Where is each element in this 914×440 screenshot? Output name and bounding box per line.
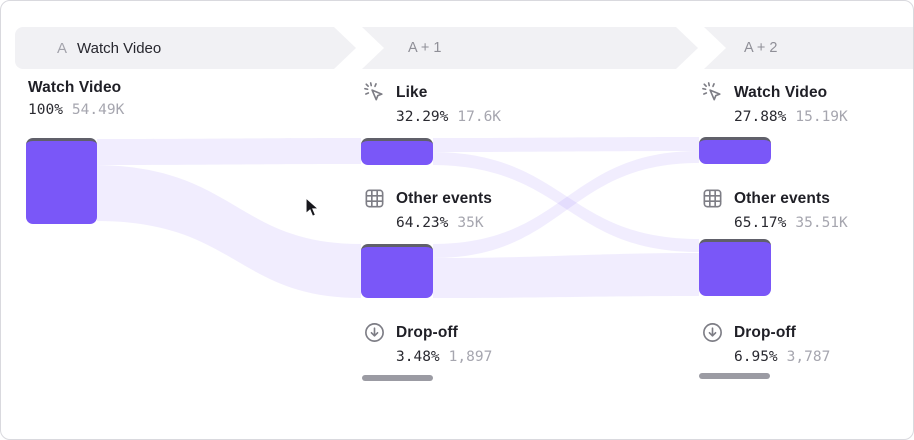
event-name: Drop-off: [734, 323, 796, 341]
node-watch-video-start[interactable]: [26, 138, 97, 224]
event-percent: 6.95%: [734, 349, 778, 365]
node-watch-video-step2[interactable]: [699, 137, 771, 164]
node-other-events-step1[interactable]: [361, 244, 433, 298]
event-percent: 27.88%: [734, 109, 787, 125]
event-name: Watch Video: [734, 83, 828, 101]
event-count: 3,787: [786, 349, 831, 365]
step-title: Watch Video: [77, 39, 162, 57]
event-count: 15.19K: [795, 109, 848, 125]
event-count: 54.49K: [71, 102, 125, 118]
mouse-cursor: [305, 197, 320, 218]
event-count: 35.51K: [795, 215, 848, 231]
node-other-events-step2[interactable]: [699, 239, 771, 296]
event-label-other-events-step1[interactable]: Other events 64.23% 35K: [363, 187, 492, 231]
event-percent: 32.29%: [396, 109, 449, 125]
step-header-a-plus-2[interactable]: A + 2: [704, 27, 913, 69]
drop-off-bar-step2: [699, 373, 770, 379]
event-count: 35K: [457, 215, 484, 231]
grid-icon: [363, 187, 386, 210]
event-count: 17.6K: [457, 109, 502, 125]
flow-like-to-watchvideo[interactable]: [433, 137, 699, 152]
event-percent: 65.17%: [734, 215, 787, 231]
event-label-like-step1[interactable]: Like 32.29% 17.6K: [363, 81, 501, 125]
step-title: A + 2: [744, 40, 778, 56]
flow-like-to-otherevents[interactable]: [433, 152, 699, 252]
event-label-drop-off-step1[interactable]: Drop-off 3.48% 1,897: [363, 321, 492, 365]
flow-otherevents-to-watchvideo[interactable]: [433, 151, 699, 258]
drop-off-icon: [363, 321, 386, 344]
drop-off-icon: [701, 321, 724, 344]
event-name: Other events: [734, 189, 830, 207]
step-letter: A: [57, 39, 68, 57]
event-percent: 64.23%: [396, 215, 449, 231]
event-count: 1,897: [448, 349, 493, 365]
click-icon: [363, 81, 386, 104]
event-name: Drop-off: [396, 323, 458, 341]
grid-icon: [701, 187, 724, 210]
event-label-watch-video-step2[interactable]: Watch Video 27.88% 15.19K: [701, 81, 848, 125]
step-title: A + 1: [408, 40, 442, 56]
event-percent: 3.48%: [396, 349, 440, 365]
node-like-step1[interactable]: [361, 138, 433, 165]
event-name: Other events: [396, 189, 492, 207]
event-label-watch-video-start[interactable]: Watch Video 100% 54.49K: [28, 79, 124, 118]
flow-watchvideo-to-otherevents[interactable]: [97, 165, 361, 298]
flow-watchvideo-to-like[interactable]: [97, 138, 361, 165]
step-header-a[interactable]: A Watch Video: [15, 27, 356, 69]
step-header-a-plus-1[interactable]: A + 1: [362, 27, 698, 69]
event-percent: 100%: [28, 102, 63, 118]
event-name: Watch Video: [28, 79, 122, 96]
flow-otherevents-to-otherevents[interactable]: [433, 253, 699, 298]
drop-off-bar-step1: [362, 375, 433, 381]
click-icon: [701, 81, 724, 104]
event-label-other-events-step2[interactable]: Other events 65.17% 35.51K: [701, 187, 848, 231]
event-label-drop-off-step2[interactable]: Drop-off 6.95% 3,787: [701, 321, 830, 365]
event-name: Like: [396, 83, 428, 101]
